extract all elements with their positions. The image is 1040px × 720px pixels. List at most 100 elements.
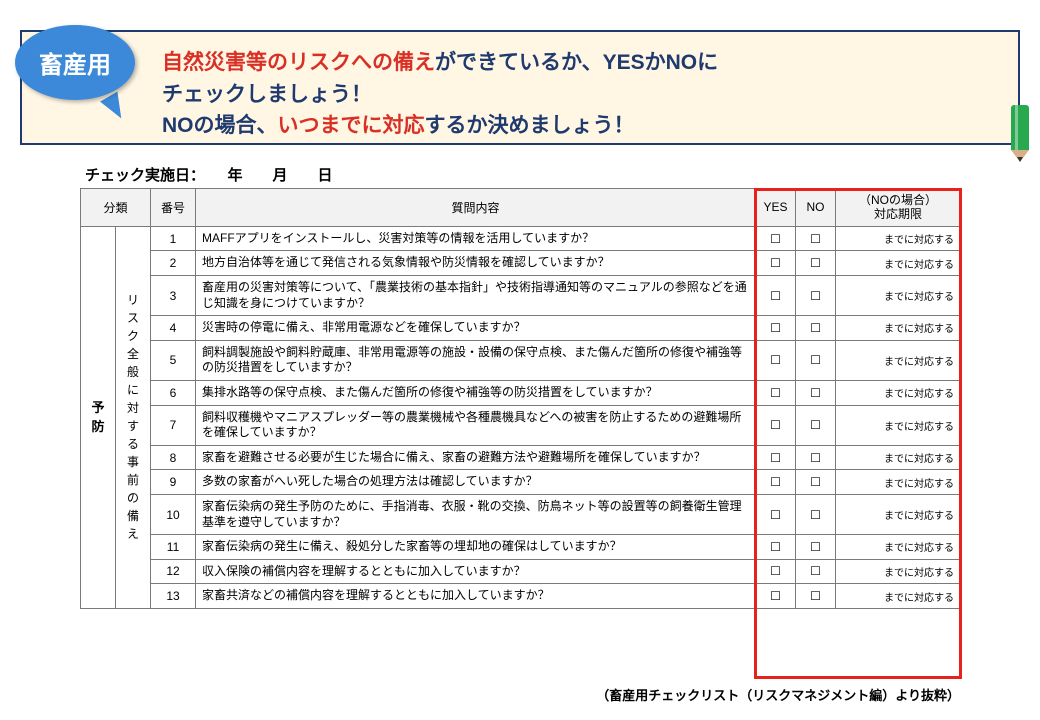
yes-checkbox[interactable]: ☐ <box>756 584 796 609</box>
row-question: 多数の家畜がへい死した場合の処理方法は確認していますか？ <box>196 470 756 495</box>
row-question: 畜産用の災害対策等について、「農業技術の基本指針」や技術指導通知等のマニュアルの… <box>196 275 756 315</box>
header-line1-rest: ができているか、YESかNOに <box>435 51 718 74</box>
footer-note: （畜産用チェックリスト（リスクマネジメント編）より抜粋） <box>596 685 960 704</box>
col-number: 番号 <box>151 189 196 227</box>
row-number: 6 <box>151 380 196 405</box>
row-number: 8 <box>151 445 196 470</box>
no-checkbox[interactable]: ☐ <box>796 584 836 609</box>
table-row: 12収入保険の補償内容を理解するとともに加入していますか？☐☐までに対応する <box>81 559 961 584</box>
due-cell[interactable]: までに対応する <box>836 559 961 584</box>
col-due: （NOの場合） 対応期限 <box>836 189 961 227</box>
yes-checkbox[interactable]: ☐ <box>756 405 796 445</box>
row-question: 家畜共済などの補償内容を理解するとともに加入していますか？ <box>196 584 756 609</box>
table-row: 9多数の家畜がへい死した場合の処理方法は確認していますか？☐☐までに対応する <box>81 470 961 495</box>
row-question: 家畜伝染病の発生予防のために、手指消毒、衣服・靴の交換、防鳥ネット等の設置等の飼… <box>196 494 756 534</box>
table-row: 10家畜伝染病の発生予防のために、手指消毒、衣服・靴の交換、防鳥ネット等の設置等… <box>81 494 961 534</box>
due-cell[interactable]: までに対応する <box>836 494 961 534</box>
due-cell[interactable]: までに対応する <box>836 584 961 609</box>
due-cell[interactable]: までに対応する <box>836 405 961 445</box>
table-row: 11家畜伝染病の発生に備え、殺処分した家畜等の埋却地の確保はしていますか？☐☐ま… <box>81 535 961 560</box>
col-category: 分類 <box>81 189 151 227</box>
header-line3-red: いつまでに対応 <box>278 114 425 137</box>
checklist-table: 分類 番号 質問内容 YES NO （NOの場合） 対応期限 予防リスク全般に対… <box>80 188 961 609</box>
due-cell[interactable]: までに対応する <box>836 445 961 470</box>
table-row: 13家畜共済などの補償内容を理解するとともに加入していますか？☐☐までに対応する <box>81 584 961 609</box>
row-question: 家畜伝染病の発生に備え、殺処分した家畜等の埋却地の確保はしていますか？ <box>196 535 756 560</box>
row-number: 13 <box>151 584 196 609</box>
row-question: 家畜を避難させる必要が生じた場合に備え、家畜の避難方法や避難場所を確保しています… <box>196 445 756 470</box>
pencil-icon <box>1000 95 1040 160</box>
yes-checkbox[interactable]: ☐ <box>756 316 796 341</box>
row-number: 7 <box>151 405 196 445</box>
row-question: 収入保険の補償内容を理解するとともに加入していますか？ <box>196 559 756 584</box>
row-number: 3 <box>151 275 196 315</box>
no-checkbox[interactable]: ☐ <box>796 380 836 405</box>
row-question: 飼料調製施設や飼料貯蔵庫、非常用電源等の施設・設備の保守点検、また傷んだ箇所の修… <box>196 340 756 380</box>
due-cell[interactable]: までに対応する <box>836 535 961 560</box>
table-row: 2地方自治体等を通じて発信される気象情報や防災情報を確認していますか？☐☐までに… <box>81 251 961 276</box>
no-checkbox[interactable]: ☐ <box>796 316 836 341</box>
due-cell[interactable]: までに対応する <box>836 380 961 405</box>
col-no: NO <box>796 189 836 227</box>
col-yes: YES <box>756 189 796 227</box>
table-row: 7飼料収穫機やマニアスプレッダー等の農業機械や各種農機具などへの被害を防止するた… <box>81 405 961 445</box>
no-checkbox[interactable]: ☐ <box>796 470 836 495</box>
due-cell[interactable]: までに対応する <box>836 316 961 341</box>
yes-checkbox[interactable]: ☐ <box>756 535 796 560</box>
category-1: 予防 <box>81 226 116 608</box>
table-row: 6集排水路等の保守点検、また傷んだ箇所の修復や補強等の防災措置をしていますか？☐… <box>81 380 961 405</box>
no-checkbox[interactable]: ☐ <box>796 275 836 315</box>
bubble-label: 畜産用 <box>39 45 111 80</box>
yes-checkbox[interactable]: ☐ <box>756 494 796 534</box>
yes-checkbox[interactable]: ☐ <box>756 340 796 380</box>
table-header-row: 分類 番号 質問内容 YES NO （NOの場合） 対応期限 <box>81 189 961 227</box>
due-cell[interactable]: までに対応する <box>836 470 961 495</box>
table-row: 3畜産用の災害対策等について、「農業技術の基本指針」や技術指導通知等のマニュアル… <box>81 275 961 315</box>
header-line1-red: 自然災害等のリスクへの備え <box>162 51 435 74</box>
check-date-label: チェック実施日： 年 月 日 <box>85 164 333 185</box>
checklist-table-wrap: 分類 番号 質問内容 YES NO （NOの場合） 対応期限 予防リスク全般に対… <box>80 188 960 609</box>
due-cell[interactable]: までに対応する <box>836 340 961 380</box>
header-text: 自然災害等のリスクへの備えができているか、YESかNOに チェックしましょう！ … <box>162 47 998 142</box>
row-number: 11 <box>151 535 196 560</box>
row-number: 9 <box>151 470 196 495</box>
row-question: 災害時の停電に備え、非常用電源などを確保していますか？ <box>196 316 756 341</box>
header-box: 自然災害等のリスクへの備えができているか、YESかNOに チェックしましょう！ … <box>20 30 1020 145</box>
table-row: 予防リスク全般に対する事前の備え1MAFFアプリをインストールし、災害対策等の情… <box>81 226 961 251</box>
yes-checkbox[interactable]: ☐ <box>756 226 796 251</box>
due-cell[interactable]: までに対応する <box>836 251 961 276</box>
table-row: 5飼料調製施設や飼料貯蔵庫、非常用電源等の施設・設備の保守点検、また傷んだ箇所の… <box>81 340 961 380</box>
yes-checkbox[interactable]: ☐ <box>756 559 796 584</box>
row-number: 5 <box>151 340 196 380</box>
yes-checkbox[interactable]: ☐ <box>756 251 796 276</box>
table-row: 8家畜を避難させる必要が生じた場合に備え、家畜の避難方法や避難場所を確保していま… <box>81 445 961 470</box>
category-2: リスク全般に対する事前の備え <box>116 226 151 608</box>
header-line3-post: するか決めましょう！ <box>425 114 635 137</box>
no-checkbox[interactable]: ☐ <box>796 445 836 470</box>
no-checkbox[interactable]: ☐ <box>796 405 836 445</box>
row-number: 4 <box>151 316 196 341</box>
no-checkbox[interactable]: ☐ <box>796 494 836 534</box>
no-checkbox[interactable]: ☐ <box>796 340 836 380</box>
row-question: 飼料収穫機やマニアスプレッダー等の農業機械や各種農機具などへの被害を防止するため… <box>196 405 756 445</box>
row-question: 地方自治体等を通じて発信される気象情報や防災情報を確認していますか？ <box>196 251 756 276</box>
yes-checkbox[interactable]: ☐ <box>756 380 796 405</box>
row-number: 1 <box>151 226 196 251</box>
row-question: 集排水路等の保守点検、また傷んだ箇所の修復や補強等の防災措置をしていますか？ <box>196 380 756 405</box>
row-number: 10 <box>151 494 196 534</box>
table-row: 4災害時の停電に備え、非常用電源などを確保していますか？☐☐までに対応する <box>81 316 961 341</box>
yes-checkbox[interactable]: ☐ <box>756 470 796 495</box>
no-checkbox[interactable]: ☐ <box>796 226 836 251</box>
yes-checkbox[interactable]: ☐ <box>756 275 796 315</box>
col-question: 質問内容 <box>196 189 756 227</box>
due-cell[interactable]: までに対応する <box>836 275 961 315</box>
header-line3-pre: NOの場合、 <box>162 114 278 137</box>
row-question: MAFFアプリをインストールし、災害対策等の情報を活用していますか？ <box>196 226 756 251</box>
due-cell[interactable]: までに対応する <box>836 226 961 251</box>
no-checkbox[interactable]: ☐ <box>796 251 836 276</box>
no-checkbox[interactable]: ☐ <box>796 535 836 560</box>
yes-checkbox[interactable]: ☐ <box>756 445 796 470</box>
no-checkbox[interactable]: ☐ <box>796 559 836 584</box>
table-body: 予防リスク全般に対する事前の備え1MAFFアプリをインストールし、災害対策等の情… <box>81 226 961 608</box>
row-number: 2 <box>151 251 196 276</box>
